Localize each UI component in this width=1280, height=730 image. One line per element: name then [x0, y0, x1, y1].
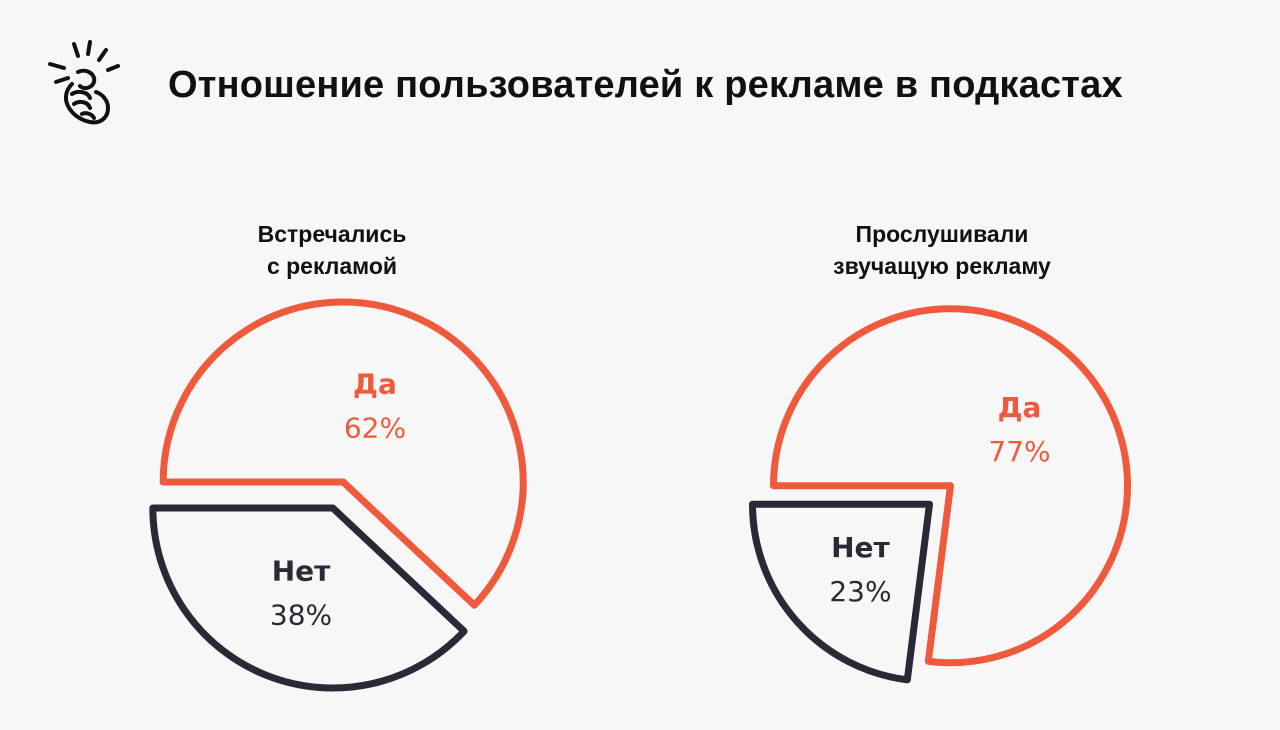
chart-title-line: Встречались [257, 221, 407, 247]
slice-value-label: 23% [829, 575, 891, 608]
slice-value-label: 38% [270, 598, 332, 631]
slice-name-label: Нет [272, 554, 331, 587]
pie-slice-no [149, 504, 468, 692]
slice-name-label: Да [998, 391, 1042, 424]
page-title: Отношение пользователей к рекламе в подк… [168, 64, 1123, 106]
chart-title-encountered: Встречались с рекламой [152, 218, 512, 282]
chart-title-line: звучащую рекламу [833, 253, 1051, 279]
slice-value-label: 77% [988, 435, 1050, 468]
chart-title-line: Прослушивали [855, 221, 1029, 247]
pie-slice-yes [159, 298, 527, 609]
chart-title-listened: Прослушивали звучащую рекламу [762, 218, 1122, 282]
slice-name-label: Нет [831, 531, 890, 564]
snapping-fingers-icon [48, 40, 120, 125]
pie-slice-no [748, 500, 933, 684]
chart-title-line: с рекламой [266, 253, 398, 279]
slice-name-label: Да [353, 368, 397, 401]
slice-value-label: 62% [344, 412, 406, 445]
pie-slice-yes [770, 305, 1131, 667]
